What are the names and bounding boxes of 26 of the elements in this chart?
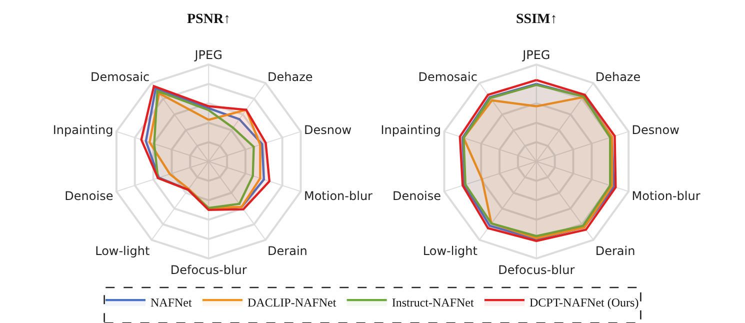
spoke-label: Derain <box>268 244 308 258</box>
spoke-label: Motion-blur <box>632 189 700 204</box>
spoke-label: Dehaze <box>268 70 313 84</box>
spoke-label: Low-light <box>95 244 150 258</box>
spoke-label: JPEG <box>194 48 222 62</box>
spoke-label: Dehaze <box>595 70 641 84</box>
spoke-label: Inpainting <box>52 122 114 137</box>
legend-label: NAFNet <box>150 296 192 310</box>
spoke-label: Derain <box>595 244 636 258</box>
spoke-label: Desnow <box>304 122 352 137</box>
legend-label: Instruct-NAFNet <box>392 296 474 310</box>
spoke-label: Desnow <box>632 122 680 137</box>
spoke-label: Defocus-blur <box>498 262 575 277</box>
spoke-label: Motion-blur <box>304 189 373 204</box>
spoke-label: Inpainting <box>380 122 442 137</box>
legend-label: DACLIP-NAFNet <box>248 296 337 310</box>
spoke-label: Demosaic <box>418 70 478 84</box>
spoke-label: Defocus-blur <box>170 262 247 277</box>
chart-title: SSIM↑ <box>516 12 558 27</box>
spoke-label: JPEG <box>522 48 550 62</box>
spoke-label: Denoise <box>392 189 442 204</box>
chart-title: PSNR↑ <box>187 12 231 27</box>
spoke-label: Demosaic <box>90 70 150 84</box>
legend-label: DCPT-NAFNet (Ours) <box>529 296 639 310</box>
spoke-label: Denoise <box>64 189 114 204</box>
spoke-label: Low-light <box>422 244 478 258</box>
